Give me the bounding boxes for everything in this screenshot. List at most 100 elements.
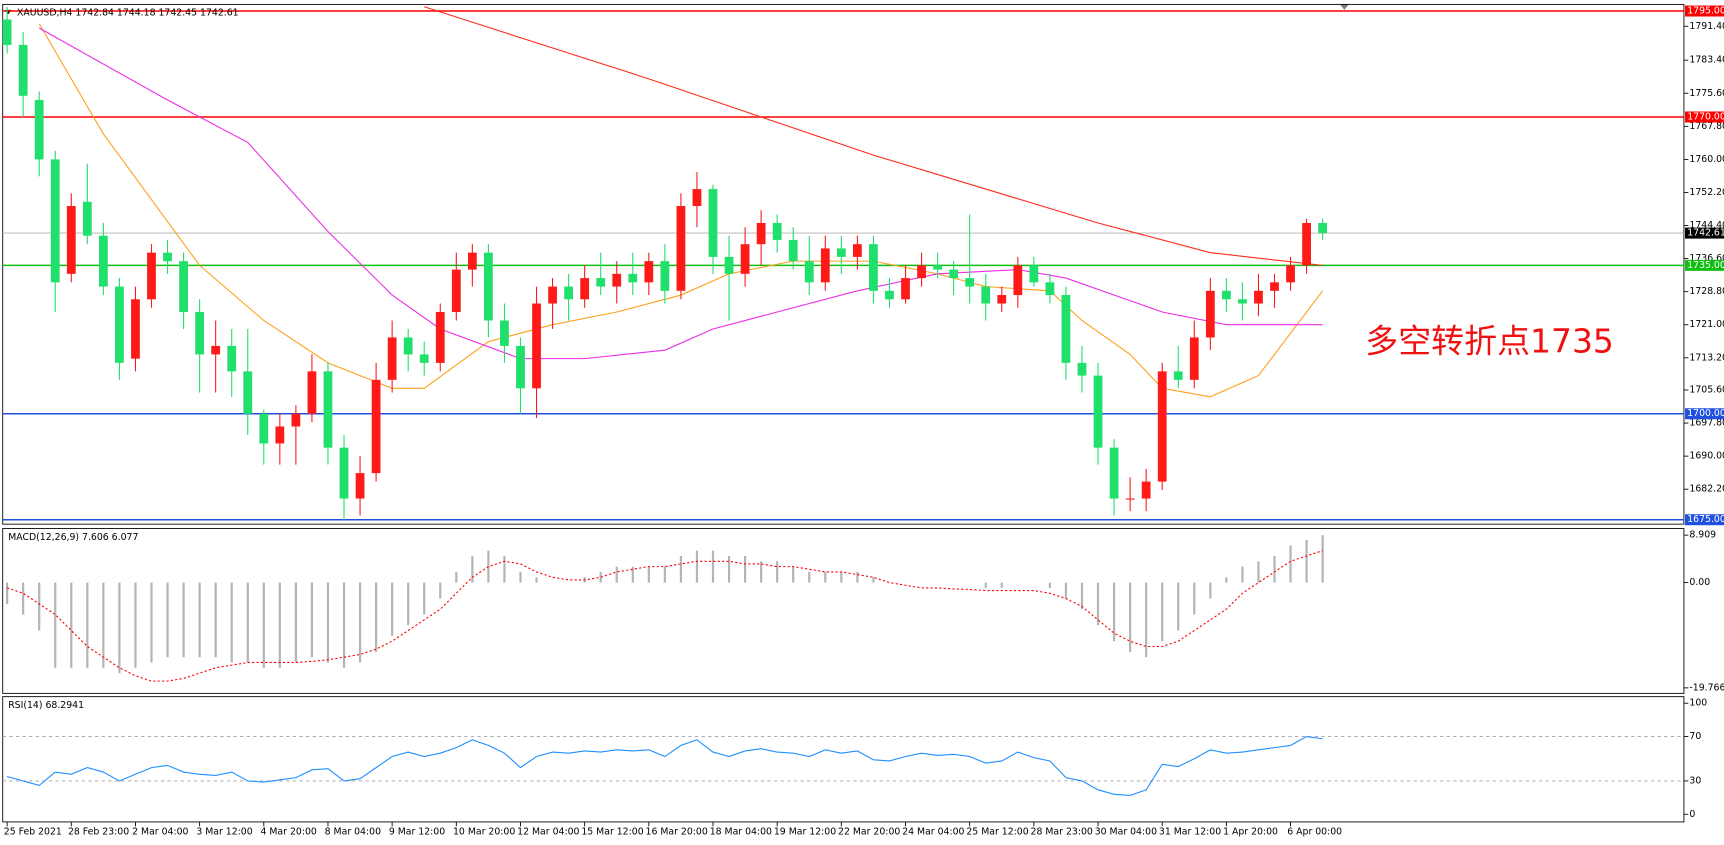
candle-body: [163, 252, 172, 262]
macd-bar: [647, 566, 650, 583]
macd-bar: [824, 571, 827, 583]
candle-body: [355, 473, 365, 499]
x-tick-label: 25 Mar 12:00: [966, 826, 1028, 837]
x-tick-label: 19 Mar 12:00: [774, 826, 836, 837]
macd-bar: [102, 582, 105, 668]
macd-bar: [86, 582, 89, 668]
candle-body: [1173, 371, 1183, 380]
macd-bar: [711, 550, 715, 583]
candle-body: [419, 354, 429, 363]
y-tick-label: 1791.40: [1689, 21, 1724, 32]
candle-body: [403, 337, 413, 355]
candle-body: [291, 413, 301, 427]
candle-body: [676, 206, 686, 291]
x-tick-label: 15 Mar 12:00: [581, 826, 643, 837]
candle-body: [804, 261, 814, 283]
macd-bar: [1209, 582, 1212, 599]
candle-body: [852, 244, 862, 257]
candle-body: [1254, 290, 1263, 304]
candle-body: [2, 19, 12, 45]
candle-body: [435, 312, 445, 363]
x-tick-label: 31 Mar 12:00: [1159, 826, 1221, 837]
candle-body: [451, 269, 461, 313]
candle-body: [580, 278, 590, 300]
macd-bar: [679, 555, 683, 583]
macd-bar: [1305, 539, 1308, 583]
macd-bar: [391, 582, 394, 636]
macd-bar: [1257, 561, 1260, 583]
candle-body: [1189, 337, 1199, 380]
candle-body: [307, 371, 317, 414]
macd-bar: [1273, 555, 1276, 583]
x-tick-label: 4 Mar 20:00: [261, 826, 317, 837]
y-tick-label: 30: [1689, 775, 1701, 786]
candle-body: [901, 278, 910, 300]
y-tick-label: 1690.00: [1689, 451, 1724, 462]
candle-body: [1238, 299, 1247, 304]
y-tick-label: 1767.80: [1689, 121, 1724, 132]
moving-average: [38, 27, 1323, 360]
macd-bar: [1193, 582, 1196, 615]
candle-body: [484, 252, 493, 321]
level-tag: [1685, 5, 1724, 17]
candle-body: [467, 252, 477, 270]
x-tick-label: 9 Mar 12:00: [389, 826, 445, 837]
macd-bar: [182, 582, 185, 658]
macd-bar: [407, 582, 410, 626]
candle-body: [243, 371, 253, 414]
candle-body: [949, 269, 959, 279]
candle-body: [1109, 447, 1119, 499]
rsi-line: [6, 735, 1323, 796]
y-tick-label: 0.00: [1689, 577, 1710, 588]
level-label: 1770.00: [1687, 111, 1724, 122]
y-tick-label: 1728.80: [1689, 286, 1724, 297]
x-tick-label: 10 Mar 20:00: [453, 826, 515, 837]
candle-body: [548, 286, 557, 304]
x-tick-label: 1 Apr 20:00: [1223, 826, 1278, 837]
level-tag: [1685, 408, 1724, 420]
candle-body: [179, 261, 188, 313]
candle-body: [1221, 290, 1231, 300]
macd-bar: [1241, 566, 1244, 583]
panel-frame: [2, 3, 1685, 525]
y-tick-label: 1713.20: [1689, 352, 1724, 363]
macd-bar: [134, 582, 137, 668]
candle-body: [1029, 265, 1039, 283]
candle-body: [1157, 371, 1167, 482]
candle-body: [724, 256, 734, 274]
macd-bar: [776, 561, 779, 583]
macd-bar: [615, 566, 618, 583]
macd-bar: [1080, 582, 1084, 610]
candle-body: [1286, 265, 1295, 283]
panel-frame: [2, 528, 1685, 694]
macd-bar: [1112, 582, 1116, 642]
candle-body: [387, 337, 397, 380]
annotation: 多空转折点1735: [1365, 321, 1614, 360]
candle-body: [82, 201, 92, 236]
y-tick-label: 100: [1689, 698, 1707, 709]
macd-bar: [230, 582, 233, 663]
macd-bar: [519, 571, 522, 583]
candle-body: [275, 426, 285, 444]
panel-frame: [2, 696, 1685, 823]
macd-bar: [856, 571, 859, 583]
candle-body: [115, 286, 124, 363]
symbol-header: XAUUSD,H4 1742.84 1744.18 1742.45 1742.6…: [17, 8, 239, 19]
macd-bar: [246, 582, 249, 663]
candle-body: [371, 379, 381, 474]
candle-body: [98, 235, 108, 287]
x-tick-label: 25 Feb 2021: [4, 826, 62, 837]
macd-bar: [984, 582, 987, 588]
current-price-label: 1742.61: [1687, 228, 1724, 239]
y-tick-label: -19.766: [1689, 682, 1724, 693]
candle-body: [50, 159, 60, 283]
macd-bar: [743, 555, 747, 583]
candle-body: [820, 248, 830, 283]
y-tick-label: 8.909: [1689, 530, 1716, 541]
macd-bar: [310, 582, 314, 658]
x-tick-label: 6 Apr 00:00: [1287, 826, 1342, 837]
x-tick-label: 28 Feb 23:00: [68, 826, 129, 837]
macd-bar: [872, 577, 875, 583]
